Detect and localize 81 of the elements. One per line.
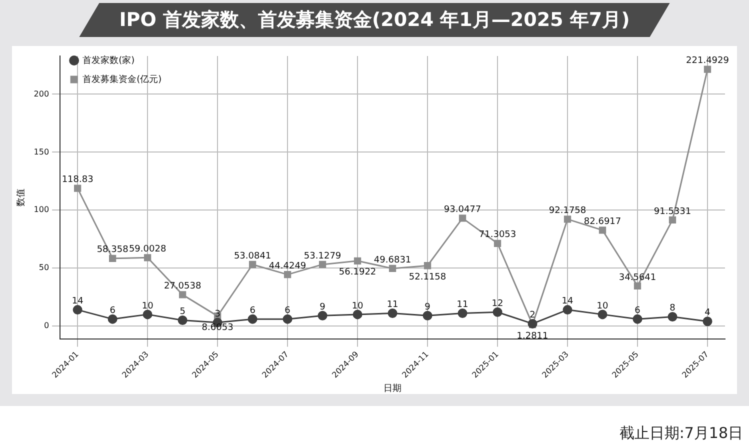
point [424,262,432,270]
data-label: 10 [142,301,154,312]
point [422,310,432,320]
point [318,310,328,320]
data-label: 6 [250,306,256,316]
point [562,305,572,315]
data-label: 93.0477 [444,205,482,216]
data-label: 49.6831 [374,255,412,266]
point [632,314,642,324]
data-label: 10 [352,301,364,312]
point [494,240,502,247]
data-label: 71.3053 [478,230,516,240]
y-tick-label: 200 [34,89,50,98]
data-label: 14 [562,296,574,307]
point [318,260,326,268]
point [458,214,466,222]
data-label: 6 [110,306,116,316]
point [178,315,188,325]
data-label: 2 [530,310,536,321]
point [634,282,642,290]
point [142,310,152,320]
point [144,254,152,262]
point [564,216,572,223]
data-label: 10 [596,301,609,312]
point [248,314,258,324]
point [282,314,292,324]
y-tick-label: 100 [34,205,50,214]
y-tick-label: 150 [34,147,50,156]
data-label: 27.0538 [164,282,202,292]
data-label: 91.5331 [654,206,692,217]
data-label: 12 [492,298,504,309]
data-label: 34.5641 [618,272,656,283]
data-label: 9 [424,302,431,312]
point [354,257,362,264]
data-label: 14 [72,296,84,307]
data-label: 221.4929 [686,56,730,66]
point [704,66,712,73]
data-label: 6 [634,306,641,316]
point [458,308,468,318]
point [352,310,362,320]
data-label: 11 [456,300,468,310]
legend-label: 首发募集资金(亿元) [82,74,162,85]
data-label: 8 [670,304,676,314]
data-label: 11 [386,300,398,310]
y-tick-label: 0 [44,321,50,330]
point [248,260,256,268]
point [108,254,116,262]
legend-label: 首发家数(家) [82,54,135,66]
data-label: 59.0028 [128,244,166,254]
x-axis-title: 日期 [384,382,402,394]
data-label: 56.1922 [338,268,376,278]
point [388,308,398,318]
data-label: 5 [180,307,186,318]
data-label: 3 [214,309,220,320]
chart-title: IPO 首发家数、首发募集资金(2024 年1月—2025 年7月) [79,3,670,37]
data-label: 58.358 [96,245,129,256]
data-label: 52.1158 [408,272,446,282]
point [108,314,118,324]
point [388,264,396,272]
point [178,291,186,298]
point [598,226,606,234]
y-tick-label: 50 [38,263,50,272]
data-label: 53.1279 [304,251,342,262]
point [492,307,502,317]
point [74,184,82,192]
data-label: 92.1758 [548,206,586,216]
data-label: 4 [704,308,711,318]
text: 截止日期:7月18日 [619,424,743,442]
point [668,216,676,224]
point [668,312,678,322]
point [702,316,712,326]
data-label: 118.83 [62,175,94,186]
data-label: 44.4249 [268,261,306,272]
point [72,305,82,315]
y-axis-title: 数值 [16,188,27,206]
data-label: 82.6917 [584,217,622,228]
data-label: 9 [320,302,326,312]
point [598,310,608,320]
data-label: 6 [284,306,291,316]
point [284,270,292,278]
data-label: 53.0841 [234,251,272,262]
